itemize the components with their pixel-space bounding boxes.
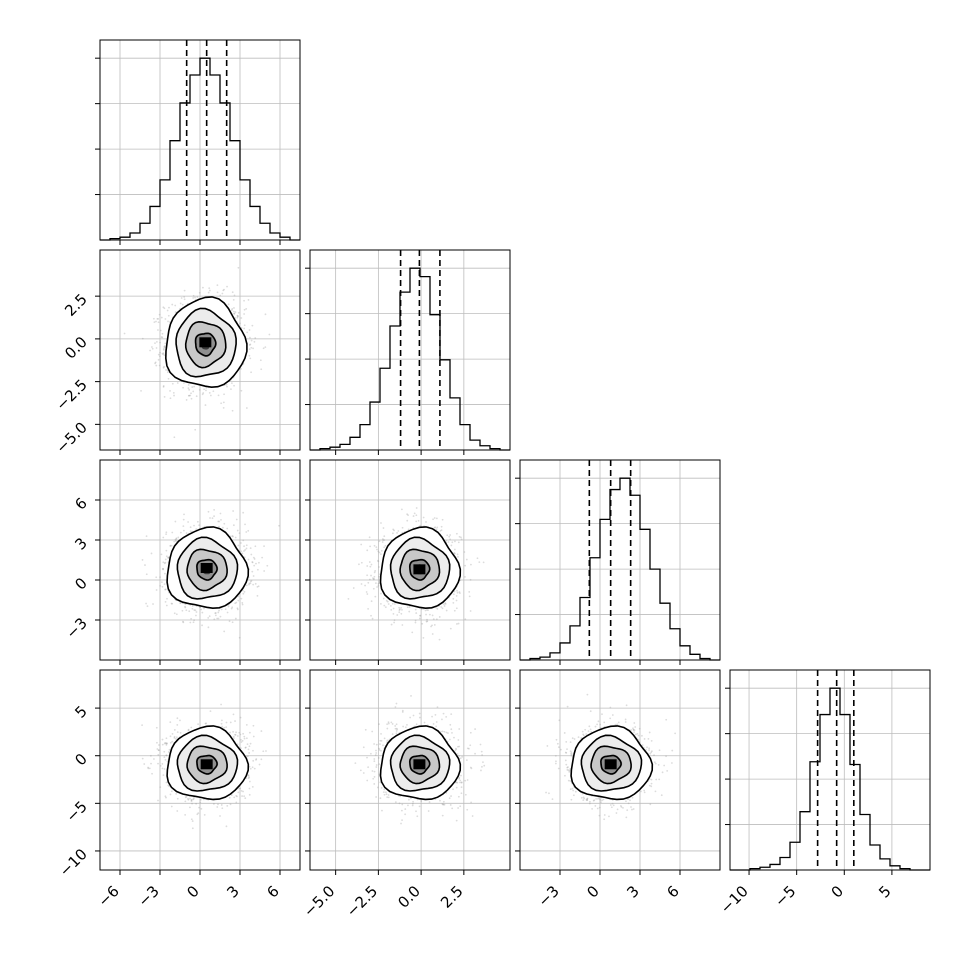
density-contour — [399, 548, 441, 592]
panel-frame — [519, 669, 721, 871]
density-contour — [196, 754, 218, 775]
density-contour — [570, 725, 654, 801]
y-tick-label: 0 — [71, 574, 90, 593]
y-tick-label: −5 — [62, 797, 90, 825]
panel-frame — [309, 249, 511, 451]
density-contour — [166, 725, 250, 801]
histogram-step-line — [520, 477, 720, 661]
histogram-panel-1 — [305, 249, 511, 455]
density-contour — [176, 734, 239, 792]
density-contour — [379, 526, 462, 610]
x-tick-label: 5 — [875, 882, 894, 901]
x-tick-label: −10 — [717, 882, 752, 917]
density-peak — [199, 337, 212, 348]
y-tick-label: 6 — [71, 494, 90, 513]
histogram-step-line — [100, 57, 300, 241]
scatter-panel-3-2 — [515, 669, 721, 871]
x-tick-label: −5 — [771, 882, 799, 910]
density-contour — [186, 745, 228, 785]
y-tick-label: 0 — [71, 750, 90, 769]
scatter-panel-2-1 — [305, 459, 511, 665]
scatter-panel-3-1 — [305, 669, 511, 871]
density-contour — [408, 558, 431, 581]
panel-frame — [309, 669, 511, 871]
panels-layer: −6 −3 0 3 6 −5.0 −2.5 0.0 2.5 −3 0 3 6 −10 −5 0 5−5.0−2.… — [52, 39, 931, 921]
histogram-step-line — [310, 267, 510, 451]
histogram-panel-0 — [95, 39, 301, 245]
density-contour — [196, 558, 218, 581]
density-contour — [590, 745, 632, 785]
density-contour — [186, 548, 228, 592]
x-tick-label: 0 — [828, 882, 847, 901]
y-tick-label: −2.5 — [52, 376, 90, 414]
density-contour — [194, 332, 217, 357]
x-tick-label: 0.0 — [394, 882, 424, 912]
x-tick-label: 3 — [223, 882, 242, 901]
x-tick-label: −3 — [134, 882, 162, 910]
y-tick-label: 5 — [71, 702, 90, 721]
density-peak — [413, 759, 426, 770]
density-contour — [175, 307, 237, 378]
x-tick-label: 2.5 — [437, 882, 467, 912]
y-tick-label: −5.0 — [52, 418, 90, 456]
density-contour — [176, 536, 239, 600]
histogram-panel-2 — [515, 459, 721, 665]
density-contour — [580, 734, 643, 792]
y-tick-label: −10 — [56, 845, 91, 880]
scatter-panel-2-0 — [99, 459, 301, 665]
panel-frame — [519, 459, 721, 661]
density-contour — [389, 536, 451, 600]
density-contour — [166, 526, 250, 610]
density-contour — [164, 296, 248, 389]
x-tick-label: 0 — [183, 882, 202, 901]
x-tick-label: −5.0 — [300, 882, 338, 920]
scatter-panel-3-0 — [99, 669, 301, 871]
x-tick-label: −2.5 — [343, 882, 381, 920]
density-peak — [200, 759, 213, 770]
y-tick-label: 3 — [71, 534, 90, 553]
x-tick-label: 6 — [663, 882, 682, 901]
histogram-step-line — [730, 687, 930, 871]
density-contour — [600, 754, 622, 775]
density-peak — [200, 563, 213, 573]
density-contour — [389, 734, 451, 792]
x-tick-label: 0 — [583, 882, 602, 901]
density-peak — [604, 759, 617, 770]
panel-frame — [729, 669, 931, 871]
density-contour — [408, 754, 431, 775]
histogram-panel-3 — [725, 669, 931, 871]
density-peak — [413, 564, 426, 575]
x-tick-label: 3 — [623, 882, 642, 901]
x-tick-label: −3 — [534, 882, 562, 910]
density-contour — [379, 725, 462, 801]
x-tick-label: 6 — [263, 882, 282, 901]
y-tick-label: −3 — [62, 614, 90, 642]
x-tick-label: −6 — [94, 882, 122, 910]
density-contour — [184, 320, 227, 369]
panel-frame — [309, 459, 511, 661]
density-contour — [399, 745, 441, 785]
scatter-panel-1-0 — [99, 249, 301, 455]
y-tick-label: 0.0 — [61, 333, 91, 363]
y-tick-label: 2.5 — [61, 290, 91, 320]
